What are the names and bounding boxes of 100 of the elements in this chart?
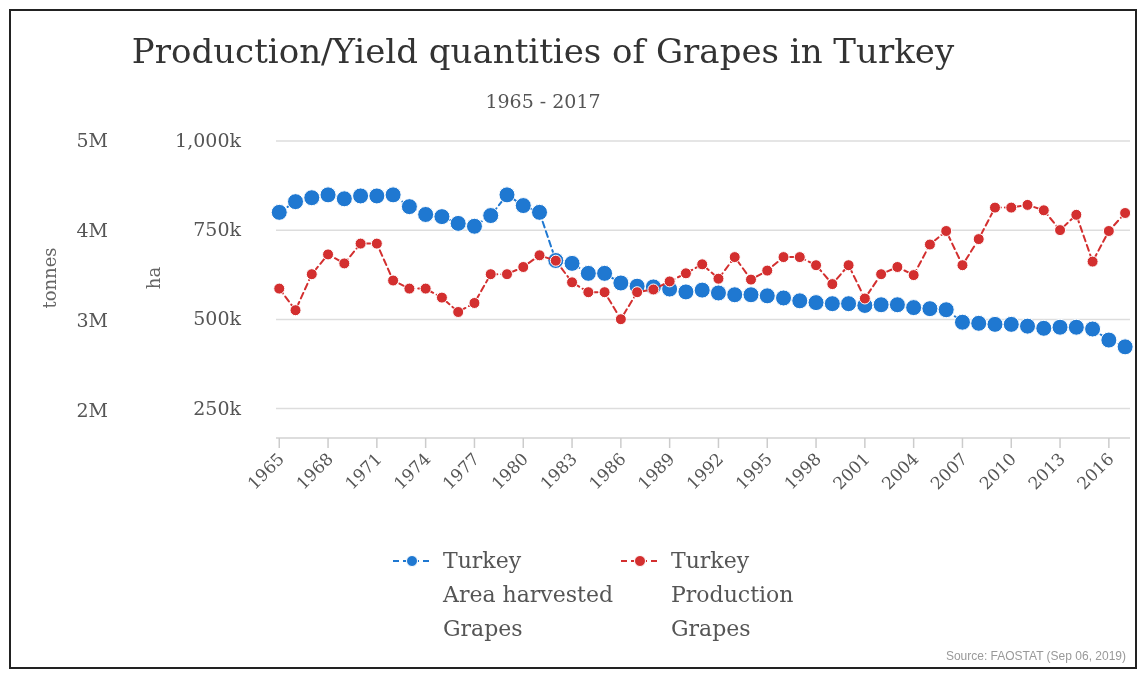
point <box>775 289 793 307</box>
point <box>384 186 402 204</box>
point <box>305 268 318 281</box>
point <box>531 203 549 221</box>
y2-tick-label: 250k <box>193 396 242 419</box>
point <box>1002 315 1020 333</box>
point <box>970 314 988 332</box>
point <box>923 238 936 251</box>
point <box>303 189 321 207</box>
point <box>582 286 595 299</box>
point <box>1037 204 1050 217</box>
point <box>498 186 516 204</box>
point <box>842 259 855 272</box>
point <box>972 233 985 246</box>
point <box>449 214 467 232</box>
point <box>370 237 383 250</box>
point <box>744 273 757 286</box>
point <box>940 225 953 237</box>
source-note: Source: FAOSTAT (Sep 06, 2019) <box>945 649 1126 663</box>
point <box>403 282 416 295</box>
point <box>840 295 858 313</box>
point <box>891 261 904 273</box>
point <box>677 283 695 301</box>
point <box>823 295 841 313</box>
point <box>726 286 744 304</box>
point <box>1054 224 1067 237</box>
point <box>598 286 611 299</box>
legend-label: Turkey Production Grapes <box>671 548 794 641</box>
point <box>1005 201 1018 214</box>
point <box>517 261 530 273</box>
point <box>875 268 888 281</box>
point <box>696 258 709 271</box>
point <box>1084 320 1102 338</box>
point <box>387 274 400 287</box>
point <box>791 292 809 310</box>
point <box>1102 225 1115 237</box>
point <box>1035 319 1053 337</box>
point <box>1019 317 1037 335</box>
point <box>777 251 790 264</box>
point <box>793 251 806 264</box>
point <box>1086 255 1099 268</box>
point <box>566 276 579 289</box>
point <box>905 299 923 317</box>
point <box>761 264 774 277</box>
point <box>465 217 483 235</box>
point <box>807 294 825 312</box>
point <box>338 257 351 270</box>
point <box>435 291 448 304</box>
point <box>484 268 497 281</box>
point <box>514 197 532 215</box>
point <box>417 205 435 223</box>
point <box>986 315 1004 333</box>
chart-title: Production/Yield quantities of Grapes in Turkey <box>131 31 955 71</box>
y-tick-label: 5M <box>76 129 108 151</box>
point <box>563 254 581 272</box>
point <box>533 249 546 262</box>
point <box>1051 318 1069 336</box>
y2-axis-title: ha <box>143 266 164 290</box>
point <box>614 313 627 326</box>
point <box>419 282 432 295</box>
point <box>712 272 725 285</box>
point <box>368 187 386 205</box>
point <box>1116 338 1134 356</box>
point <box>482 207 500 225</box>
y-tick-label: 2M <box>76 399 108 421</box>
point <box>400 198 418 216</box>
point <box>858 292 871 305</box>
point <box>1067 318 1085 336</box>
point <box>693 281 711 299</box>
point <box>352 187 370 205</box>
point <box>758 287 776 305</box>
point <box>273 282 286 295</box>
point <box>988 201 1001 214</box>
point <box>937 301 955 319</box>
point <box>287 193 305 211</box>
point <box>452 306 465 318</box>
point <box>579 264 597 282</box>
point <box>956 259 969 272</box>
chart-subtitle: 1965 - 2017 <box>485 90 601 112</box>
point <box>953 313 971 331</box>
point <box>728 251 741 264</box>
point <box>709 284 727 302</box>
legend-label: Turkey Area harvested Grapes <box>442 548 614 641</box>
point <box>335 190 353 208</box>
point <box>433 208 451 226</box>
point <box>631 286 644 299</box>
point <box>742 286 760 304</box>
point <box>872 296 890 314</box>
y2-tick-label: 500k <box>193 307 242 330</box>
y-axis-title: tonnes <box>39 247 60 309</box>
point <box>888 296 906 314</box>
point <box>270 203 288 221</box>
point <box>907 269 920 282</box>
point <box>1119 207 1132 219</box>
y-tick-label: 3M <box>76 309 108 331</box>
y2-tick-label: 750k <box>193 218 242 241</box>
y-tick-label: 4M <box>76 219 108 241</box>
point <box>810 259 823 272</box>
point <box>612 274 630 292</box>
point <box>289 304 302 317</box>
